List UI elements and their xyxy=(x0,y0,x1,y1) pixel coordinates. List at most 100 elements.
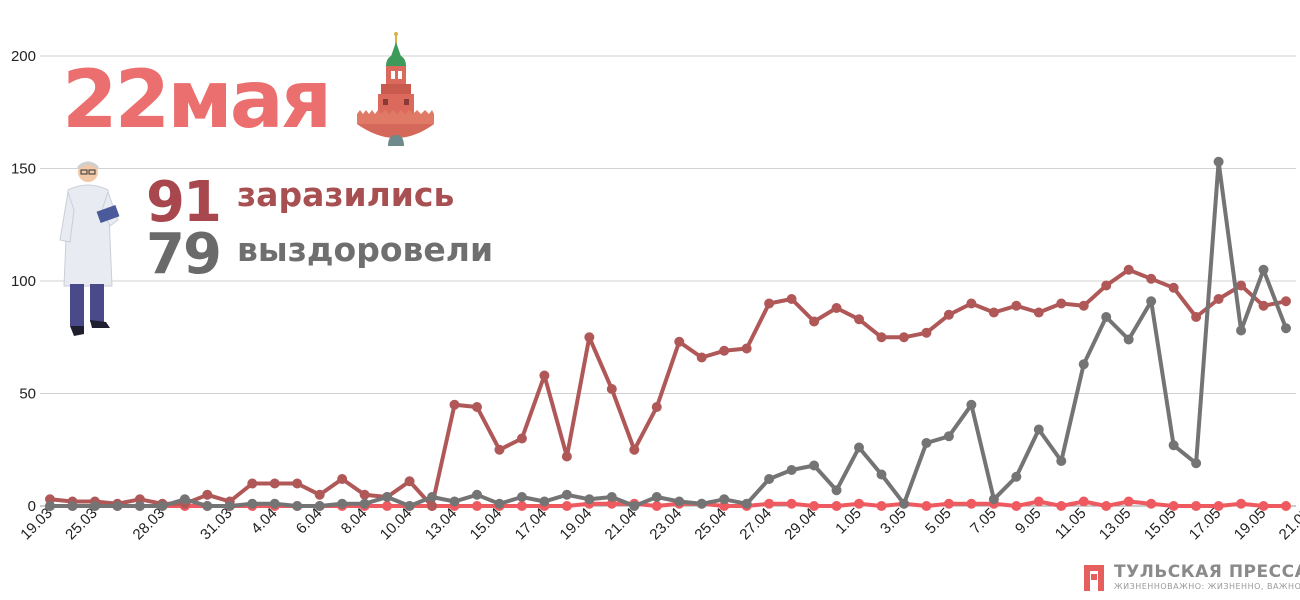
data-point-deaths xyxy=(1033,496,1044,507)
data-point-infected xyxy=(1168,282,1179,293)
data-point-infected xyxy=(674,336,685,347)
data-point-recovered xyxy=(539,496,550,507)
data-point-recovered xyxy=(45,501,55,511)
data-point-deaths xyxy=(966,498,977,509)
data-point-infected xyxy=(764,298,775,309)
infected-label: заразились xyxy=(237,175,455,214)
data-point-infected xyxy=(539,370,550,381)
data-point-infected xyxy=(921,327,932,338)
data-point-recovered xyxy=(1011,471,1022,482)
data-point-infected xyxy=(202,489,213,500)
data-point-infected xyxy=(1011,300,1022,311)
data-point-recovered xyxy=(831,485,842,496)
data-point-infected xyxy=(854,314,865,325)
data-point-infected xyxy=(876,332,887,343)
data-point-recovered xyxy=(247,498,258,509)
date-heading: 22мая xyxy=(62,53,332,146)
x-tick-label: 23.04 xyxy=(646,505,685,544)
data-point-deaths xyxy=(854,498,865,509)
data-point-infected xyxy=(1236,280,1247,291)
data-point-infected xyxy=(292,478,303,489)
data-point-infected xyxy=(269,478,280,489)
brand-logo: ТУЛЬСКАЯ ПРЕССА ЖИЗНЕННОВАЖНО: ЖИЗНЕННО,… xyxy=(1084,562,1300,596)
data-point-infected xyxy=(898,332,909,343)
data-point-infected xyxy=(651,402,662,412)
data-point-recovered xyxy=(606,492,617,502)
data-point-recovered xyxy=(1056,456,1067,466)
brand-mark-icon xyxy=(1084,565,1104,591)
data-point-recovered xyxy=(134,501,145,511)
data-point-recovered xyxy=(314,501,325,511)
series-infected xyxy=(45,264,1291,511)
data-point-recovered xyxy=(224,501,235,511)
data-point-recovered xyxy=(629,501,640,511)
data-point-recovered xyxy=(359,498,370,509)
data-point-recovered xyxy=(67,501,78,511)
data-point-recovered xyxy=(269,498,280,509)
data-point-recovered xyxy=(719,494,730,505)
data-point-deaths xyxy=(943,498,954,509)
data-point-recovered xyxy=(1281,323,1291,334)
data-point-infected xyxy=(1056,298,1067,309)
data-point-deaths xyxy=(1123,496,1134,507)
data-point-infected xyxy=(741,343,752,354)
data-point-infected xyxy=(471,402,482,412)
data-point-infected xyxy=(1033,307,1044,318)
x-tick-label: 7.05 xyxy=(967,505,1000,538)
data-point-recovered xyxy=(674,496,685,507)
data-point-recovered xyxy=(898,498,909,509)
data-point-recovered xyxy=(1146,296,1157,307)
data-point-recovered xyxy=(449,496,460,507)
data-point-deaths xyxy=(1146,498,1157,509)
data-point-deaths xyxy=(921,501,932,511)
data-point-infected xyxy=(786,294,797,304)
data-point-recovered xyxy=(1258,264,1269,275)
data-point-deaths xyxy=(1101,501,1112,511)
data-point-infected xyxy=(584,332,595,343)
y-tick-label: 200 xyxy=(11,48,36,65)
y-tick-label: 150 xyxy=(11,161,36,178)
data-point-deaths xyxy=(651,501,662,511)
data-series xyxy=(45,156,1291,511)
data-point-recovered xyxy=(876,469,887,480)
y-axis-ticks: 0 50 100 150 200 xyxy=(11,48,36,515)
data-point-infected xyxy=(449,399,460,410)
data-point-infected xyxy=(1213,294,1224,304)
data-point-infected xyxy=(359,489,370,500)
data-point-infected xyxy=(719,345,730,356)
data-point-recovered xyxy=(1213,156,1224,167)
data-point-deaths xyxy=(1281,501,1291,511)
grid-lines xyxy=(40,55,1296,507)
data-point-deaths xyxy=(471,501,482,511)
data-point-deaths xyxy=(1258,501,1269,511)
data-point-deaths xyxy=(1078,496,1089,507)
data-point-recovered xyxy=(988,494,999,505)
x-tick-label: 11.05 xyxy=(1052,505,1090,543)
data-point-recovered xyxy=(89,501,100,511)
data-point-deaths xyxy=(809,501,820,511)
data-point-deaths xyxy=(1213,501,1224,511)
data-point-infected xyxy=(831,303,842,313)
data-point-recovered xyxy=(1033,424,1044,435)
data-point-deaths xyxy=(561,501,572,511)
infected-count: 91 xyxy=(146,170,222,235)
data-point-recovered xyxy=(741,498,752,509)
data-point-recovered xyxy=(786,465,797,475)
data-point-deaths xyxy=(786,498,797,509)
data-point-recovered xyxy=(809,460,820,471)
recovered-count: 79 xyxy=(146,222,222,287)
data-point-recovered xyxy=(1101,312,1112,322)
y-tick-label: 50 xyxy=(19,386,36,403)
data-point-infected xyxy=(988,307,999,318)
data-point-infected xyxy=(404,476,415,487)
data-point-deaths xyxy=(764,498,775,509)
data-point-infected xyxy=(943,309,954,320)
brand-name: ТУЛЬСКАЯ ПРЕССА xyxy=(1114,562,1300,582)
data-point-infected xyxy=(1191,312,1202,322)
data-point-recovered xyxy=(337,498,348,509)
series-recovered xyxy=(45,156,1291,511)
y-tick-label: 100 xyxy=(11,273,36,290)
data-point-infected xyxy=(516,433,527,444)
data-point-infected xyxy=(606,384,617,394)
